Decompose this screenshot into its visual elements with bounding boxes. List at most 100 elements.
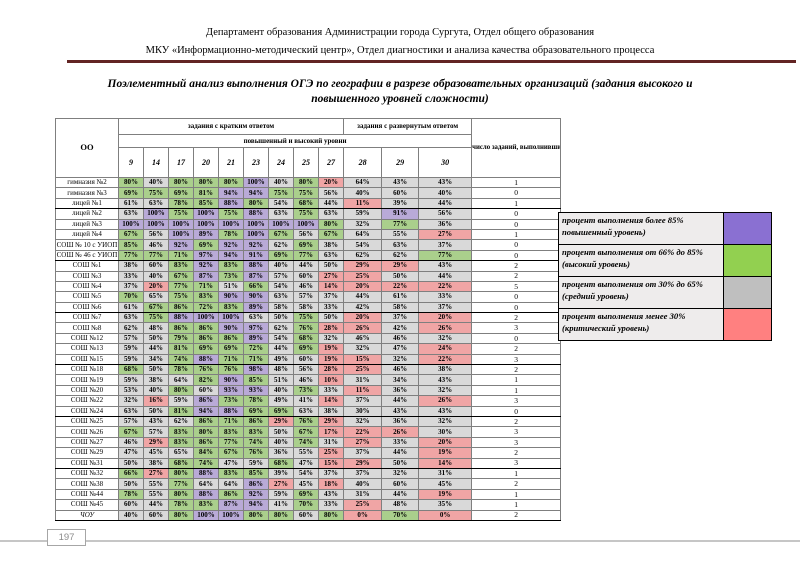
table-row: СОШ №1 38% 60% 83% 92% 83% 88% 40% 44% 50% 29% 29% 4… — [55, 260, 562, 272]
table-row: гимназия №3 69% 75% 69% 81% 94% 94% 75% 75% 56% 40… — [55, 187, 562, 199]
value-cell: 20% — [143, 280, 169, 293]
value-cell: 80% — [168, 467, 194, 480]
value-cell: 61% — [381, 291, 420, 303]
value-cell: 67% — [143, 301, 169, 314]
value-cell: 38% — [118, 260, 144, 272]
page-number: 197 — [47, 529, 86, 546]
value-cell: 74% — [168, 353, 194, 366]
value-cell: 27% — [317, 270, 345, 282]
value-cell: 92% — [243, 488, 269, 501]
value-cell: 100% — [268, 218, 294, 230]
value-cell: 80% — [293, 176, 319, 189]
value-cell: 63% — [317, 249, 345, 262]
legend-color-swatch — [723, 245, 771, 276]
count-cell: 0 — [471, 332, 562, 345]
value-cell: 72% — [243, 343, 269, 355]
value-cell: 94% — [243, 187, 269, 199]
value-cell: 80% — [317, 218, 345, 230]
value-cell: 75% — [268, 187, 294, 199]
value-cell: 50% — [268, 426, 294, 438]
value-cell: 67% — [118, 426, 144, 438]
count-cell: 1 — [471, 384, 562, 397]
subheader-levels: повышенный и высокий уровни — [117, 134, 473, 148]
value-cell: 48% — [143, 322, 169, 334]
value-cell: 44% — [381, 488, 420, 501]
value-cell: 86% — [168, 301, 194, 314]
value-cell: 85% — [243, 467, 269, 480]
value-cell: 44% — [343, 291, 383, 303]
value-cell: 62% — [343, 249, 383, 262]
value-cell: 50% — [268, 312, 294, 324]
value-cell: 60% — [381, 187, 420, 199]
value-cell: 100% — [193, 218, 219, 230]
value-cell: 54% — [268, 280, 294, 293]
value-cell: 57% — [143, 426, 169, 438]
value-cell: 63% — [381, 239, 420, 251]
value-cell: 19% — [317, 353, 345, 366]
value-cell: 88% — [243, 208, 269, 220]
value-cell: 69% — [118, 187, 144, 199]
value-cell: 39% — [381, 197, 420, 210]
value-cell: 56% — [143, 228, 169, 241]
value-cell: 78% — [168, 197, 194, 210]
value-cell: 47% — [118, 447, 144, 459]
value-cell: 59% — [118, 374, 144, 386]
value-cell: 80% — [243, 509, 269, 521]
value-cell: 43% — [418, 405, 473, 418]
value-cell: 22% — [418, 280, 473, 293]
value-cell: 63% — [243, 312, 269, 324]
count-cell: 3 — [471, 436, 562, 449]
value-cell: 37% — [343, 447, 383, 459]
value-cell: 60% — [193, 384, 219, 397]
value-cell: 66% — [118, 467, 144, 480]
table-row: СОШ № 10 с УИОП 85% 46% 92% 69% 92% 92% 62% 69% 3… — [55, 239, 562, 251]
count-cell: 2 — [471, 260, 562, 272]
value-cell: 40% — [268, 176, 294, 189]
value-cell: 78% — [118, 488, 144, 501]
value-cell: 100% — [193, 312, 219, 324]
value-cell: 59% — [343, 208, 383, 220]
value-cell: 45% — [293, 478, 319, 490]
value-cell: 71% — [168, 249, 194, 262]
value-cell: 77% — [168, 280, 194, 293]
value-cell: 76% — [193, 364, 219, 376]
value-cell: 60% — [143, 509, 169, 521]
count-cell: 0 — [471, 291, 562, 303]
value-cell: 41% — [268, 499, 294, 511]
value-cell: 91% — [381, 208, 420, 220]
value-cell: 14% — [418, 457, 473, 469]
value-cell: 30% — [418, 426, 473, 438]
task-number-cell: 14 — [143, 147, 169, 178]
value-cell: 63% — [118, 208, 144, 220]
value-cell: 60% — [381, 478, 420, 490]
org-label: СОШ №15 — [55, 353, 119, 366]
value-cell: 28% — [317, 364, 345, 376]
value-cell: 81% — [168, 343, 194, 355]
legend-color-swatch — [723, 309, 771, 340]
value-cell: 55% — [143, 478, 169, 490]
value-cell: 86% — [168, 322, 194, 334]
value-cell: 86% — [193, 436, 219, 449]
value-cell: 56% — [317, 187, 345, 199]
value-cell: 25% — [343, 270, 383, 282]
value-cell: 43% — [143, 415, 169, 428]
task-number-cell: 20 — [193, 147, 219, 178]
value-cell: 29% — [381, 260, 420, 272]
value-cell: 0% — [343, 509, 383, 521]
value-cell: 62% — [268, 322, 294, 334]
value-cell: 100% — [143, 208, 169, 220]
value-cell: 36% — [418, 218, 473, 230]
org-label: СОШ №6 — [55, 301, 119, 314]
value-cell: 100% — [168, 218, 194, 230]
count-cell: 1 — [471, 228, 562, 241]
value-cell: 35% — [418, 499, 473, 511]
org-label: СОШ №13 — [55, 343, 119, 355]
value-cell: 20% — [343, 280, 383, 293]
value-cell: 20% — [418, 436, 473, 449]
value-cell: 81% — [193, 187, 219, 199]
value-cell: 0% — [418, 509, 473, 521]
results-table: ОО задания с кратким ответом задания с р… — [55, 118, 562, 521]
value-cell: 33% — [317, 301, 345, 314]
org-label: СОШ №32 — [55, 467, 119, 480]
value-cell: 46% — [381, 332, 420, 345]
